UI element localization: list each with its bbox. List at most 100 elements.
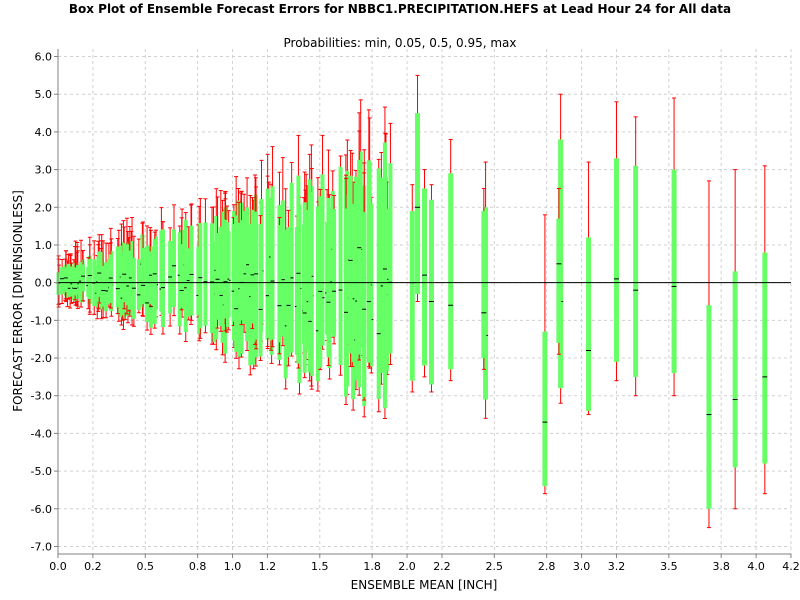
box-body: [280, 200, 285, 337]
box-mark: [60, 259, 65, 305]
box-body: [283, 229, 288, 379]
box-body: [81, 264, 86, 292]
y-tick-label: 6.0: [35, 51, 53, 64]
box-mark: [215, 196, 220, 329]
box-mark: [258, 215, 263, 361]
x-tick-label: 2.8: [538, 560, 556, 573]
x-tick-label: 1.0: [224, 560, 242, 573]
box-body: [379, 177, 384, 373]
box-body: [277, 225, 282, 343]
box-mark: [586, 161, 592, 416]
box-body: [613, 158, 619, 362]
box-body: [124, 244, 129, 306]
y-tick-label: -4.0: [31, 427, 52, 440]
box-body: [348, 175, 353, 354]
box-mark: [73, 246, 78, 301]
box-mark: [706, 180, 712, 529]
box-body: [234, 215, 239, 352]
box-body: [198, 223, 203, 329]
box-mark: [122, 226, 127, 310]
box-body: [366, 160, 371, 363]
box-body: [357, 159, 362, 355]
box-mark: [428, 184, 434, 393]
box-body: [270, 186, 275, 340]
box-mark: [136, 238, 141, 314]
box-body: [218, 226, 223, 327]
box-body: [428, 199, 434, 385]
box-body: [338, 166, 343, 366]
box-body: [385, 208, 390, 371]
box-mark: [613, 101, 619, 382]
box-body: [210, 223, 215, 333]
chart-subtitle: Probabilities: min, 0.05, 0.5, 0.95, max: [283, 36, 517, 50]
box-mark: [270, 146, 275, 348]
box-mark: [307, 153, 312, 382]
box-mark: [277, 217, 282, 355]
box-body: [189, 225, 194, 316]
box-mark: [141, 221, 146, 317]
box-body: [382, 142, 387, 409]
box-body: [196, 246, 201, 316]
box-mark: [63, 250, 68, 300]
box-body: [223, 219, 228, 319]
box-mark: [183, 212, 188, 343]
box-body: [79, 261, 84, 303]
box-body: [239, 220, 244, 321]
box-body: [409, 211, 415, 381]
box-body: [250, 209, 255, 324]
box-body: [448, 173, 454, 370]
chart-title: Box Plot of Ensemble Forecast Errors for…: [68, 2, 732, 16]
y-tick-label: -3.0: [31, 390, 52, 403]
x-tick-label: 1.5: [311, 560, 329, 573]
box-body: [115, 246, 120, 308]
box-body: [265, 188, 270, 339]
box-mark: [172, 204, 177, 317]
box-body: [231, 223, 236, 322]
x-tick-label: 0.8: [189, 560, 207, 573]
box-body: [353, 176, 358, 381]
box-body: [242, 211, 247, 324]
box-mark: [87, 244, 92, 313]
box-body: [127, 250, 132, 310]
x-tick-label: 2.5: [486, 560, 504, 573]
box-body: [415, 113, 421, 294]
x-tick-label: 3.0: [573, 560, 591, 573]
box-body: [56, 272, 61, 296]
box-body: [542, 331, 548, 487]
box-mark: [97, 234, 102, 304]
box-mark: [671, 97, 677, 397]
box-mark: [286, 209, 291, 367]
box-body: [172, 229, 177, 308]
box-body: [97, 251, 102, 297]
x-tick-label: 2.0: [398, 560, 416, 573]
box-body: [332, 208, 337, 337]
x-axis-ticks: 0.0 0.2 0.5 0.8 1.0 1.2 1.5 1.8 2.0 2.2 2.5 2.8 3.0 3…: [49, 554, 800, 573]
box-body: [245, 207, 250, 342]
box-body: [318, 196, 323, 368]
box-mark: [189, 203, 194, 321]
box-mark: [179, 217, 184, 311]
box-mark: [556, 187, 562, 355]
box-body: [104, 262, 109, 312]
box-mark: [382, 106, 387, 419]
box-mark: [332, 194, 337, 345]
y-tick-label: 1.0: [35, 239, 53, 252]
box-body: [87, 259, 92, 299]
box-mark: [280, 157, 285, 347]
x-tick-label: 3.5: [660, 560, 678, 573]
box-mark: [415, 74, 421, 302]
box-body: [152, 238, 157, 324]
box-body: [179, 244, 184, 308]
box-body: [215, 233, 220, 320]
box-body: [254, 211, 259, 340]
box-body: [706, 305, 712, 509]
box-body: [586, 237, 592, 411]
box-body: [73, 267, 78, 296]
box-body: [122, 243, 127, 303]
y-tick-label: -7.0: [31, 540, 52, 553]
box-body: [556, 218, 562, 343]
box-mark: [633, 116, 639, 397]
box-mark: [348, 149, 353, 368]
box-body: [362, 211, 367, 397]
